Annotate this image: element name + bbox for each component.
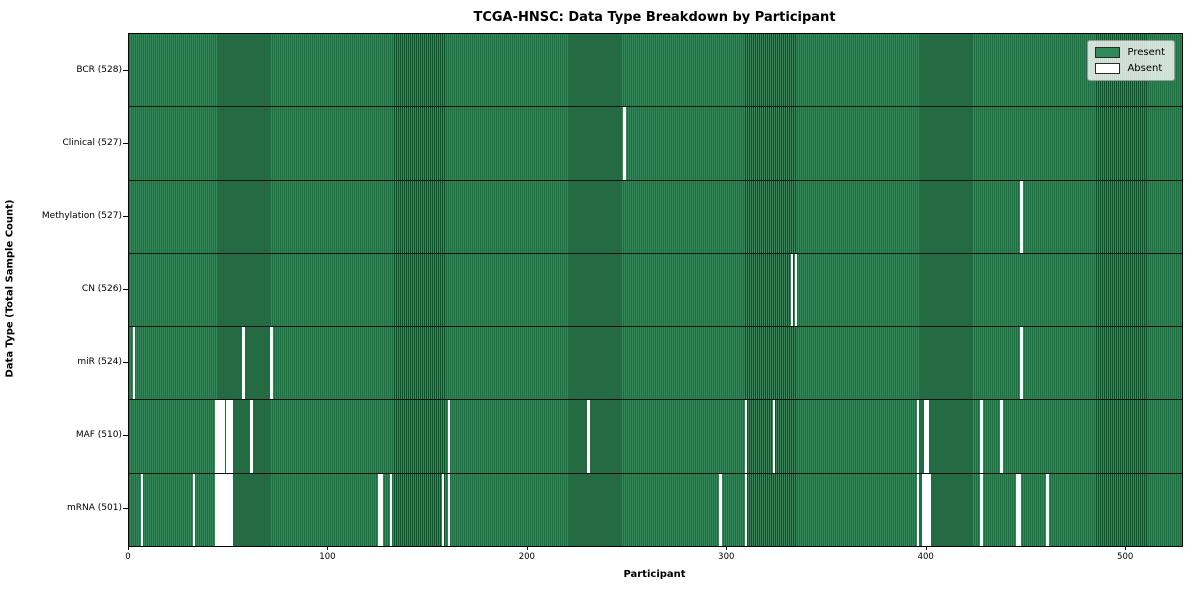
absent-cell [192, 473, 196, 546]
absent-cell [744, 473, 748, 546]
present-swatch [1095, 47, 1121, 58]
legend: Present Absent [1087, 40, 1175, 81]
absent-cell [218, 473, 221, 546]
heatmap-row-mRNA [129, 472, 1182, 546]
legend-entry-present: Present [1095, 47, 1165, 58]
absent-cell [772, 400, 776, 473]
absent-cell [216, 400, 219, 473]
absent-cell [744, 400, 748, 473]
absent-cell [224, 473, 227, 546]
y-tick-label-Methylation: Methylation (527) [41, 210, 122, 221]
absent-cell [719, 473, 722, 546]
absent-cell [587, 400, 590, 473]
absent-cell [794, 253, 798, 327]
absent-swatch [1095, 63, 1121, 74]
x-tick-mark [128, 546, 129, 550]
absent-cell [222, 400, 225, 473]
absent-cell [922, 473, 925, 546]
absent-cell [220, 473, 223, 546]
legend-present-label: Present [1127, 47, 1165, 58]
absent-cell [790, 253, 794, 327]
absent-cell [220, 400, 223, 473]
absent-cell [916, 400, 919, 473]
absent-cell [132, 327, 136, 400]
absent-cell [226, 400, 229, 473]
absent-cell [380, 473, 383, 546]
y-tick-label-Clinical: Clinical (527) [62, 137, 122, 148]
y-tick-label-miR: miR (524) [77, 357, 122, 368]
absent-cell [250, 400, 253, 473]
absent-cell [447, 400, 451, 473]
heatmap-row-Clinical [129, 106, 1182, 180]
y-tick-label-mRNA: mRNA (501) [67, 503, 122, 514]
absent-cell [378, 473, 381, 546]
x-tick-mark [327, 546, 329, 550]
y-tick-label-BCR: BCR (528) [76, 64, 122, 75]
legend-absent-label: Absent [1127, 63, 1163, 74]
absent-cell [222, 473, 225, 546]
absent-cell [1016, 473, 1019, 546]
y-tick-label-CN: CN (526) [81, 284, 122, 294]
absent-cell [228, 473, 231, 546]
absent-cell [226, 473, 229, 546]
absent-cell [230, 400, 233, 473]
absent-cell [623, 107, 626, 180]
absent-cell [926, 473, 929, 546]
absent-cell [980, 400, 983, 473]
absent-cell [1046, 473, 1049, 546]
absent-cell [1000, 400, 1003, 473]
absent-cell [980, 473, 983, 546]
y-tick-mark [123, 362, 128, 364]
x-tick-mark [1125, 546, 1127, 550]
absent-cell [390, 473, 393, 546]
absent-cell [1020, 327, 1023, 400]
absent-cell [214, 400, 217, 473]
x-axis-label: Participant [623, 569, 686, 580]
y-tick-mark [123, 289, 128, 290]
absent-cell [230, 473, 233, 546]
x-tick-label-300: 300 [718, 552, 735, 562]
y-tick-label-MAF: MAF (510) [75, 430, 122, 441]
x-tick-label-100: 100 [319, 552, 336, 562]
absent-cell [926, 400, 929, 473]
absent-cell [1020, 180, 1023, 253]
x-tick-label-200: 200 [518, 552, 535, 562]
absent-cell [270, 327, 273, 400]
legend-entry-absent: Absent [1095, 63, 1165, 74]
y-tick-mark [123, 508, 128, 510]
absent-cell [928, 473, 931, 546]
absent-cell [441, 473, 445, 546]
absent-cell [242, 327, 245, 400]
absent-cell [447, 473, 451, 546]
x-tick-label-0: 0 [125, 552, 131, 562]
heatmap-row-CN [129, 252, 1182, 327]
heatmap-row-Methylation [129, 179, 1182, 253]
absent-cell [218, 400, 221, 473]
absent-cell [140, 473, 144, 546]
plot-area: Present Absent [128, 33, 1183, 547]
x-tick-label-400: 400 [917, 552, 934, 562]
absent-cell [916, 473, 919, 546]
x-tick-mark [726, 546, 728, 550]
x-tick-mark [526, 546, 528, 550]
absent-cell [924, 473, 927, 546]
absent-cell [1018, 473, 1021, 546]
y-tick-mark [123, 215, 128, 217]
chart-title: TCGA-HNSC: Data Type Breakdown by Partic… [473, 10, 836, 25]
y-tick-mark [123, 435, 128, 437]
y-tick-mark [123, 142, 128, 144]
x-tick-label-500: 500 [1117, 552, 1134, 562]
absent-cell [924, 400, 927, 473]
y-tick-mark [123, 69, 128, 71]
heatmap-row-BCR [129, 34, 1182, 107]
heatmap-row-miR [129, 326, 1182, 400]
absent-cell [228, 400, 231, 473]
absent-cell [214, 473, 217, 546]
heatmap-row-MAF [129, 399, 1182, 473]
x-tick-mark [925, 546, 927, 550]
absent-cell [216, 473, 219, 546]
